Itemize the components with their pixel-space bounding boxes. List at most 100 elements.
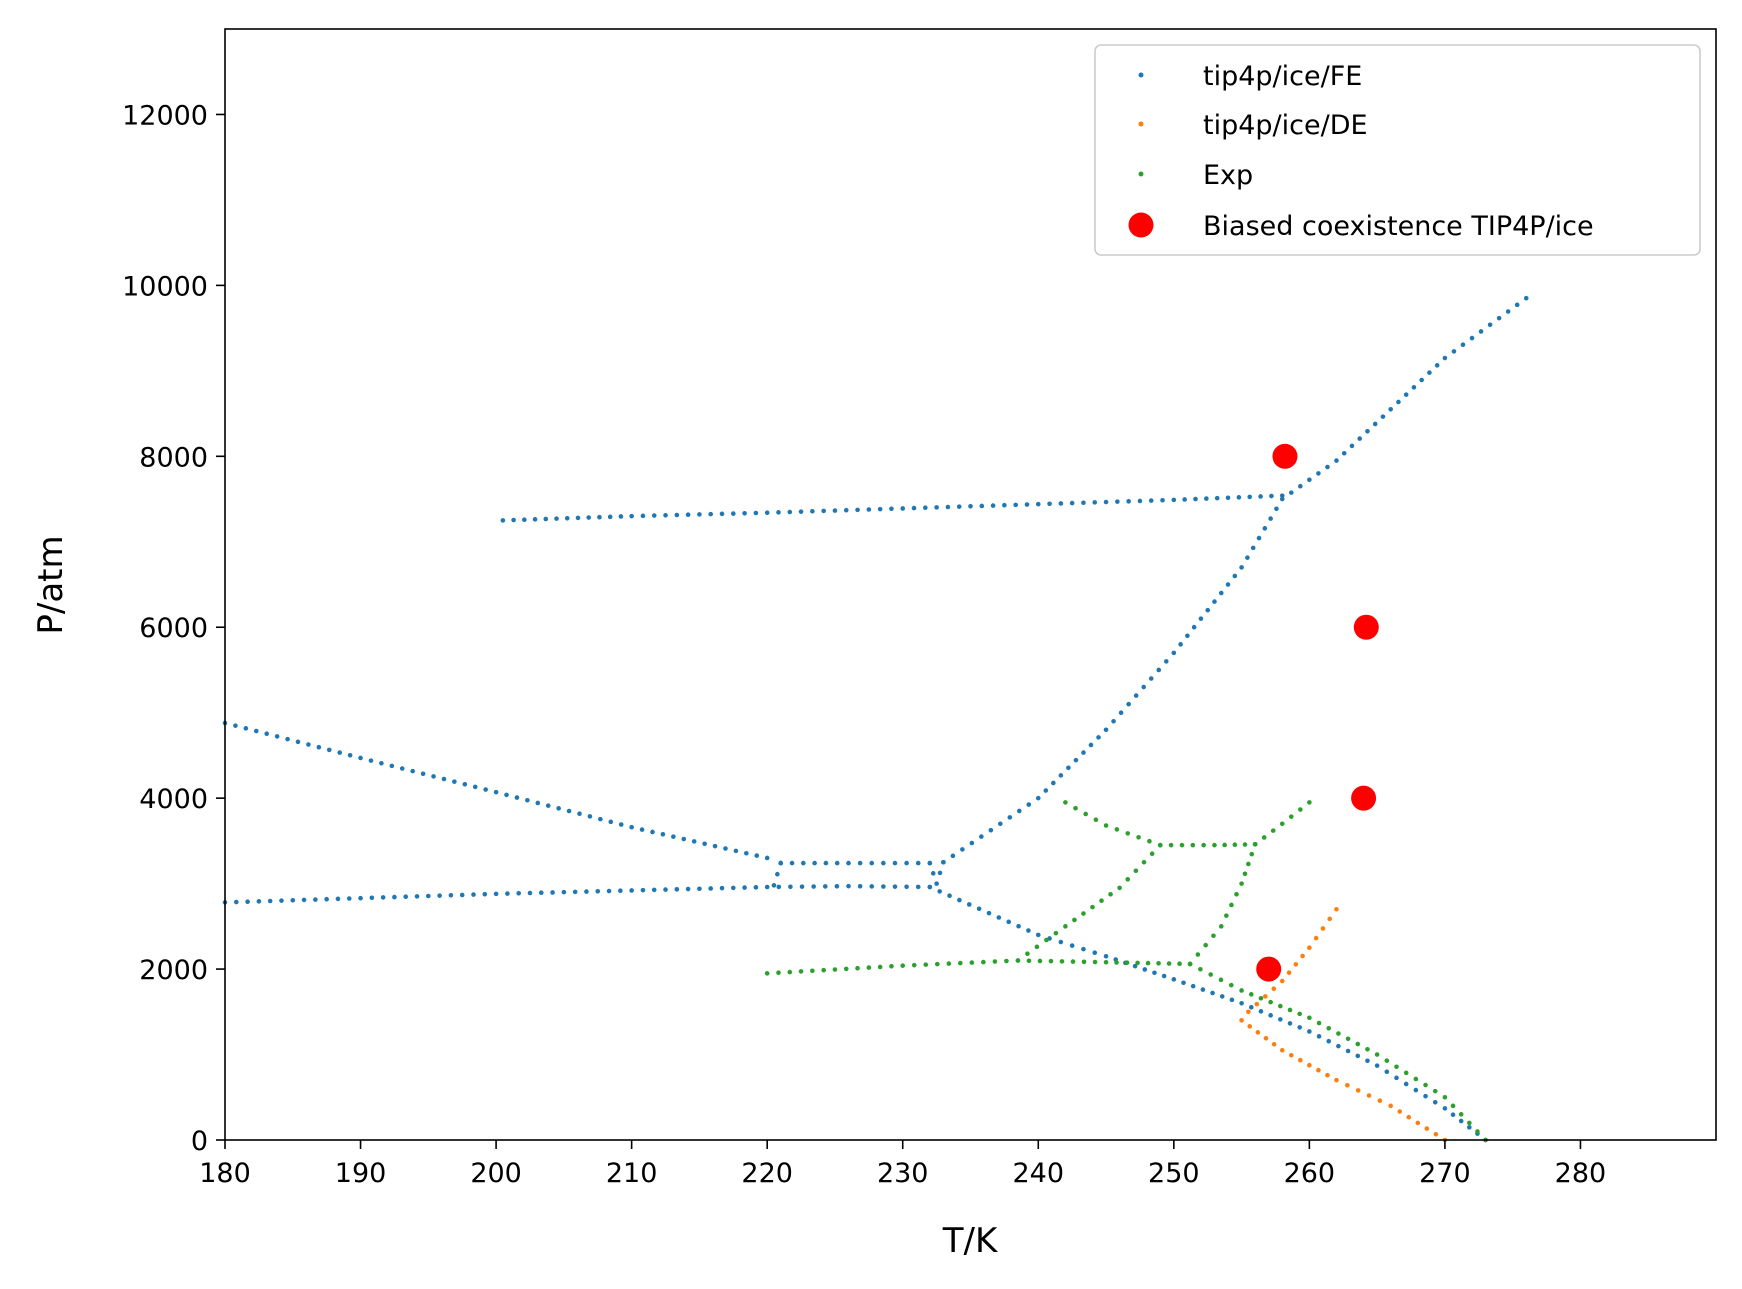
data-point xyxy=(1523,295,1529,301)
data-point xyxy=(500,518,506,523)
data-point xyxy=(1384,1069,1390,1075)
data-point xyxy=(1478,329,1484,334)
legend-label: tip4p/ice/FE xyxy=(1203,61,1362,92)
data-point xyxy=(1270,828,1276,833)
data-point xyxy=(650,829,655,835)
data-point xyxy=(979,834,984,839)
data-point xyxy=(472,784,478,790)
data-point xyxy=(597,514,602,520)
data-point xyxy=(742,885,747,890)
data-point xyxy=(1234,891,1239,897)
data-point xyxy=(420,771,426,777)
data-point xyxy=(437,893,442,898)
data-point xyxy=(823,860,829,866)
data-point xyxy=(1171,650,1177,656)
data-point xyxy=(685,886,691,892)
data-point xyxy=(1171,977,1177,982)
data-point xyxy=(934,961,940,967)
data-point xyxy=(1467,1120,1472,1126)
data-point xyxy=(1111,718,1116,724)
data-point xyxy=(1072,917,1077,923)
data-point xyxy=(1278,1003,1283,1009)
data-point xyxy=(927,884,933,890)
data-point xyxy=(956,504,962,509)
data-point xyxy=(1007,815,1013,820)
data-point xyxy=(1413,1087,1419,1093)
data-point xyxy=(1394,1064,1399,1070)
data-point xyxy=(881,884,886,889)
data-point xyxy=(1211,933,1216,939)
legend-items: tip4p/ice/FE tip4p/ice/DE Exp Biased coexis… xyxy=(1128,61,1594,242)
data-point xyxy=(335,896,341,902)
data-point xyxy=(1423,1093,1428,1099)
data-point xyxy=(1249,851,1255,857)
plot-frame xyxy=(224,28,1717,1141)
data-point xyxy=(846,883,851,889)
data-point xyxy=(1096,735,1101,740)
data-point xyxy=(389,763,395,769)
data-point xyxy=(1088,742,1094,748)
data-point xyxy=(915,884,921,890)
data-point xyxy=(1258,494,1263,499)
data-point xyxy=(651,513,657,518)
data-point xyxy=(358,755,363,761)
data-point xyxy=(1287,1007,1293,1013)
data-point xyxy=(1148,498,1154,503)
data-point xyxy=(1081,911,1086,916)
coexistence-point xyxy=(1351,785,1377,811)
data-point xyxy=(399,766,405,771)
data-point xyxy=(1063,924,1068,929)
data-point xyxy=(1411,385,1417,390)
data-point xyxy=(493,891,499,897)
data-point xyxy=(629,888,634,893)
data-point xyxy=(1469,335,1475,341)
data-point xyxy=(1185,633,1190,639)
data-point xyxy=(1026,928,1031,933)
data-point xyxy=(368,758,374,763)
data-point xyxy=(1434,363,1440,368)
data-point xyxy=(1229,997,1235,1003)
data-point xyxy=(1047,501,1052,507)
data-point xyxy=(866,965,872,970)
data-point xyxy=(998,821,1003,827)
data-point xyxy=(754,853,760,858)
data-point xyxy=(1093,817,1099,823)
data-point xyxy=(1247,494,1253,500)
data-point xyxy=(764,884,770,890)
chart-marks xyxy=(222,295,1529,1143)
series-1 xyxy=(1239,906,1448,1143)
data-point xyxy=(1316,1034,1322,1039)
data-point xyxy=(640,513,646,519)
data-point xyxy=(431,774,436,779)
data-point xyxy=(1288,1052,1294,1058)
data-point xyxy=(1002,502,1007,508)
data-point xyxy=(1212,599,1217,604)
data-point xyxy=(1026,802,1032,807)
data-point xyxy=(1298,483,1303,489)
data-point xyxy=(1413,1076,1419,1082)
data-point xyxy=(1044,937,1049,943)
data-point xyxy=(1258,1009,1264,1014)
data-point xyxy=(834,860,840,866)
data-point xyxy=(877,506,883,512)
data-point xyxy=(1341,450,1347,456)
data-point xyxy=(1357,436,1363,441)
data-point xyxy=(1043,788,1049,793)
data-point xyxy=(1051,780,1056,786)
data-point xyxy=(1442,1094,1448,1100)
data-point xyxy=(1099,898,1104,904)
data-point xyxy=(264,731,270,737)
data-point xyxy=(1037,958,1043,964)
data-point xyxy=(1090,904,1095,910)
data-point xyxy=(1366,1093,1372,1098)
data-point xyxy=(719,885,725,891)
data-point xyxy=(934,505,939,510)
data-point xyxy=(1334,906,1339,912)
data-point xyxy=(1307,1029,1312,1034)
data-point xyxy=(1070,959,1076,964)
data-point xyxy=(1247,1024,1253,1029)
data-point xyxy=(900,963,906,968)
data-point xyxy=(1307,1015,1312,1021)
data-point xyxy=(1394,1075,1399,1081)
data-point xyxy=(1388,407,1393,412)
